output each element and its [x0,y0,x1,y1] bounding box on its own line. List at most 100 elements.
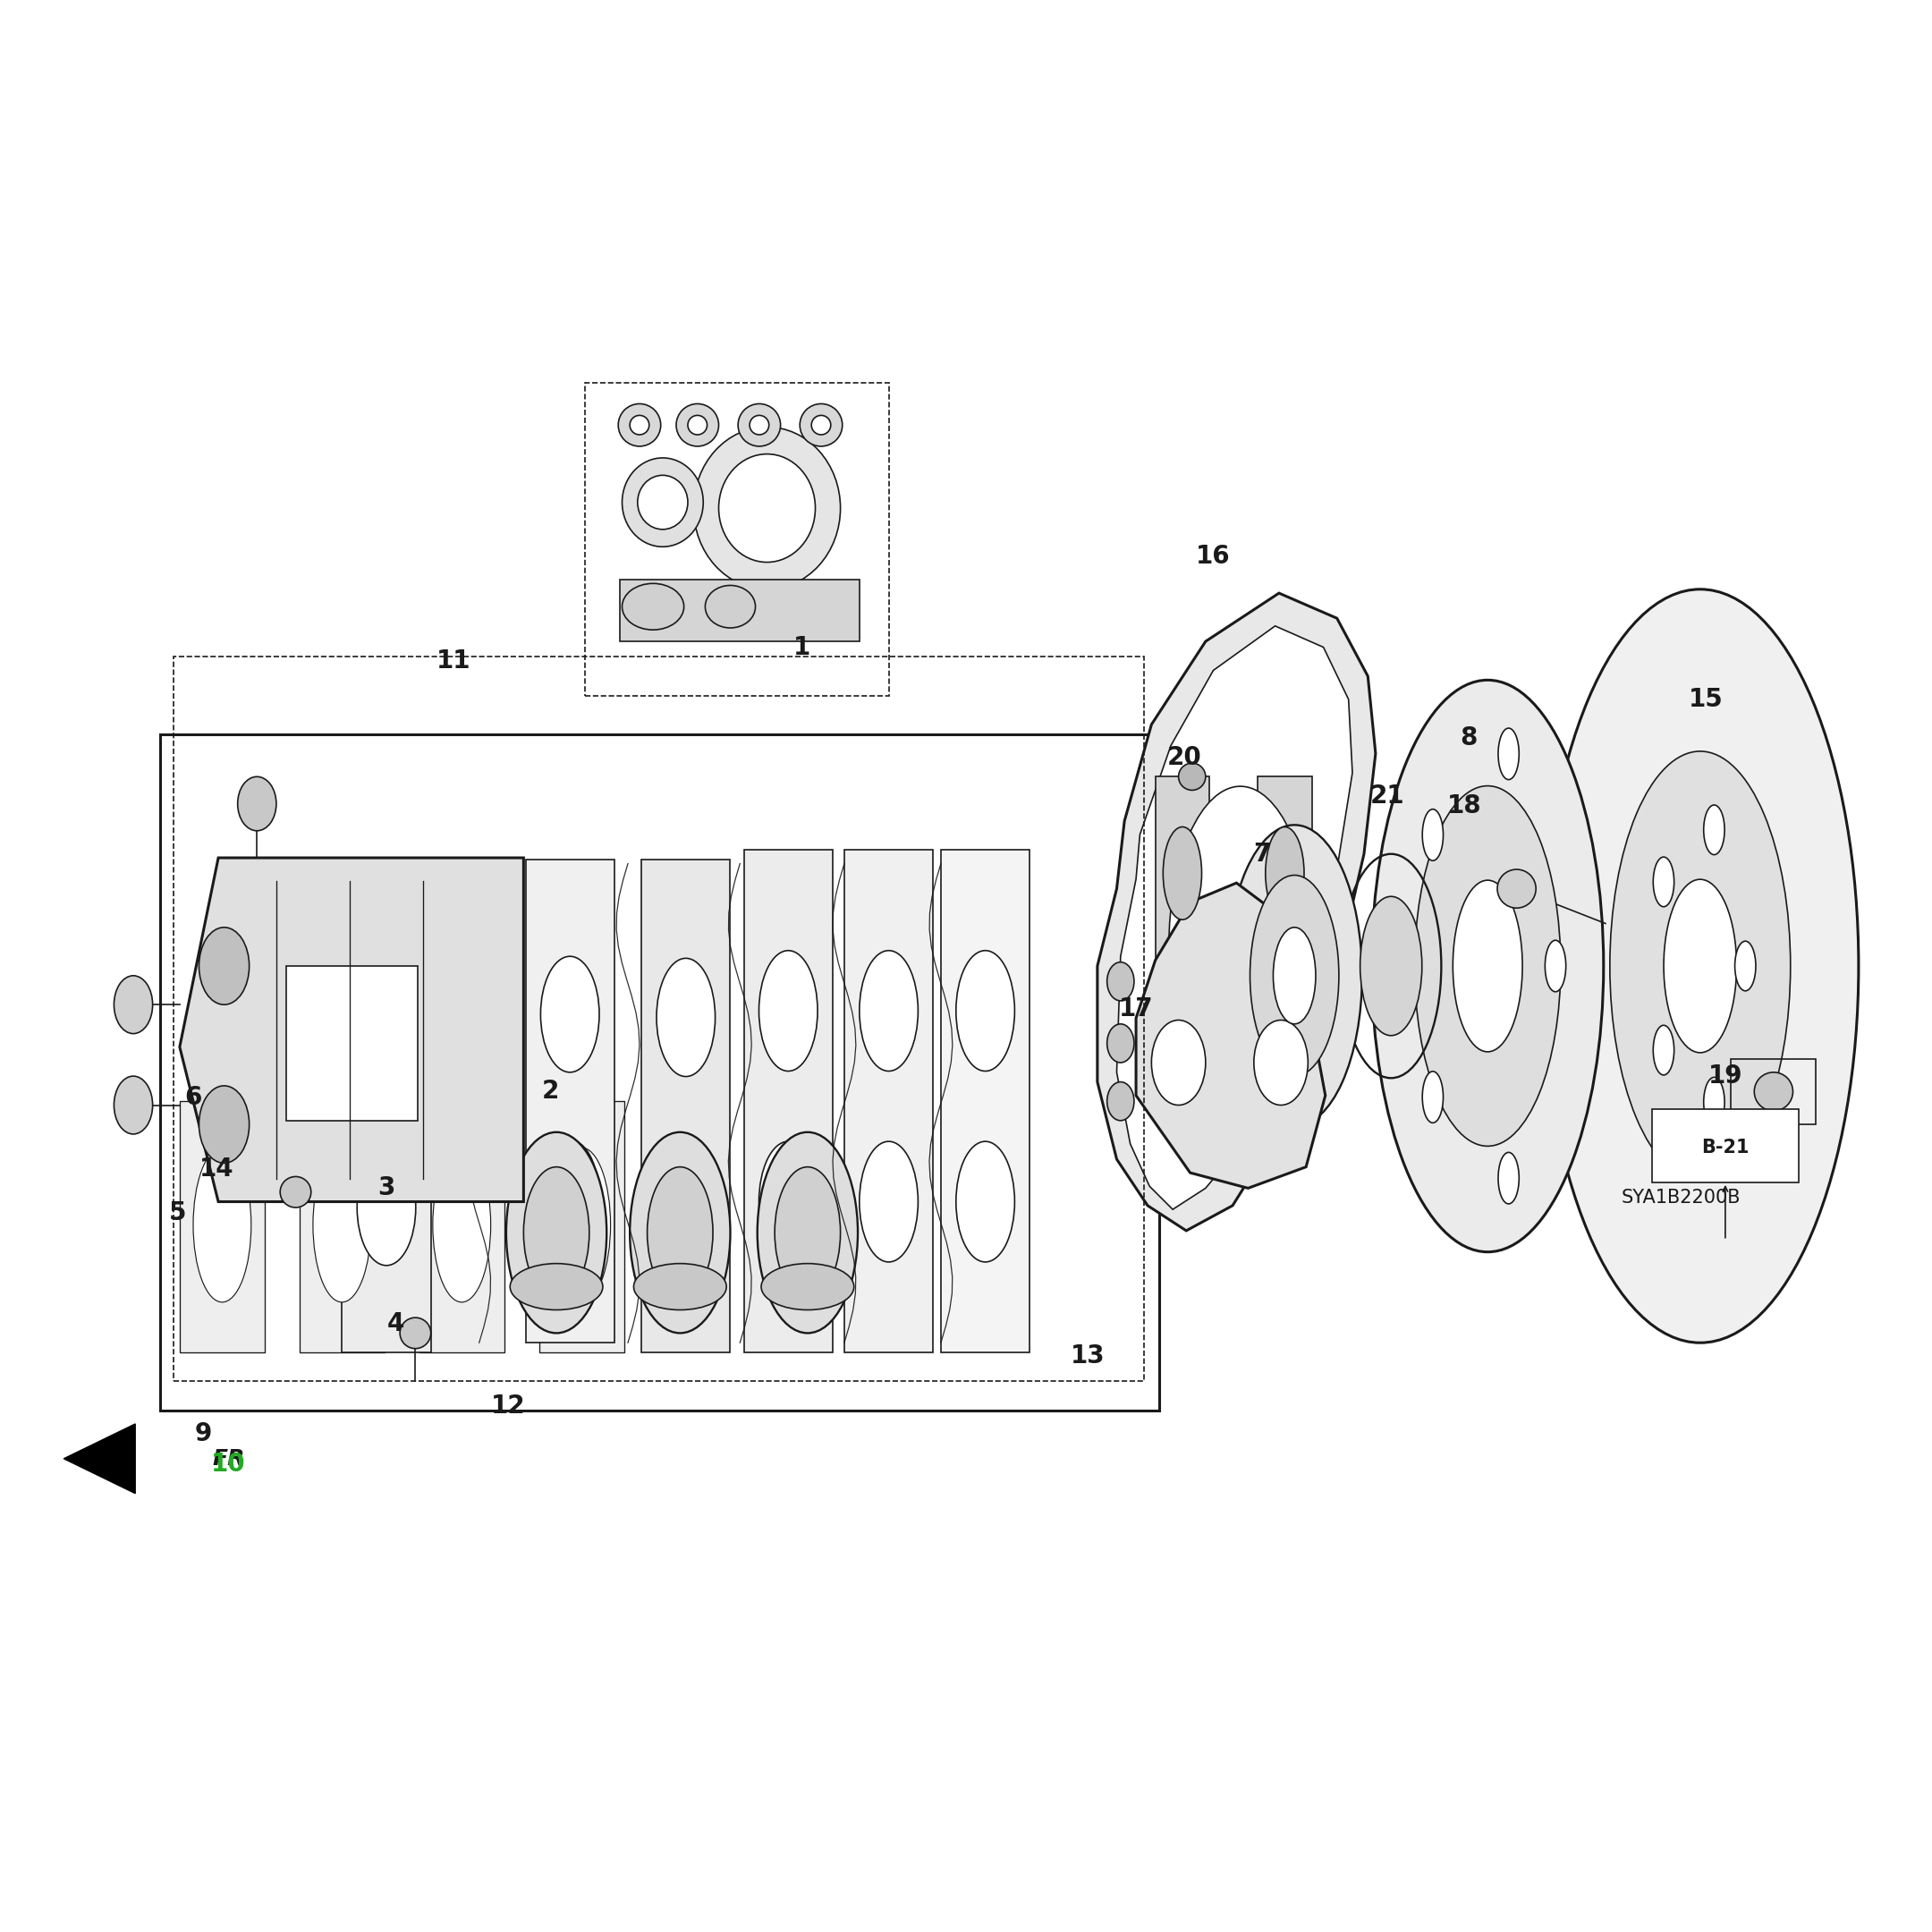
Text: FR: FR [213,1447,245,1470]
Ellipse shape [761,1264,854,1310]
Polygon shape [1117,626,1352,1209]
Polygon shape [641,860,730,1352]
Ellipse shape [1654,1026,1675,1074]
Ellipse shape [1360,896,1422,1036]
Ellipse shape [1179,763,1206,790]
Ellipse shape [1735,941,1756,991]
Ellipse shape [313,1148,371,1302]
Ellipse shape [1254,1020,1308,1105]
Ellipse shape [1107,962,1134,1001]
Ellipse shape [688,415,707,435]
Ellipse shape [400,1318,431,1349]
Polygon shape [299,1101,384,1352]
Ellipse shape [1754,1072,1793,1111]
Ellipse shape [638,475,688,529]
Text: 11: 11 [437,649,471,672]
Ellipse shape [738,404,781,446]
Polygon shape [844,850,933,1352]
Ellipse shape [1497,1151,1519,1204]
Polygon shape [1136,883,1325,1188]
Polygon shape [526,860,614,1343]
Ellipse shape [1497,869,1536,908]
Text: 2: 2 [543,1080,558,1103]
Text: 17: 17 [1119,997,1153,1020]
Text: 7: 7 [1254,842,1269,866]
Text: 21: 21 [1370,784,1405,808]
Ellipse shape [541,1140,599,1256]
Ellipse shape [618,404,661,446]
Ellipse shape [357,966,415,1082]
Ellipse shape [193,1148,251,1302]
Ellipse shape [1654,858,1675,906]
Ellipse shape [1169,786,1312,1107]
Ellipse shape [694,427,840,589]
Polygon shape [342,869,431,1352]
Ellipse shape [757,1132,858,1333]
Text: 16: 16 [1196,545,1231,568]
Ellipse shape [811,415,831,435]
Text: 20: 20 [1167,746,1202,769]
Ellipse shape [634,1264,726,1310]
Ellipse shape [553,1148,611,1302]
Ellipse shape [630,1132,730,1333]
Ellipse shape [114,976,153,1034]
Polygon shape [539,1101,624,1352]
Ellipse shape [719,454,815,562]
Bar [1652,1109,1799,1182]
Text: 9: 9 [195,1422,211,1445]
Polygon shape [64,1424,135,1493]
Ellipse shape [199,1086,249,1163]
Text: 13: 13 [1070,1345,1105,1368]
Ellipse shape [524,1167,589,1298]
Ellipse shape [657,1146,715,1264]
Ellipse shape [1163,827,1202,920]
Polygon shape [419,1101,504,1352]
Ellipse shape [1497,728,1519,781]
Ellipse shape [705,585,755,628]
Ellipse shape [1107,1024,1134,1063]
Ellipse shape [1609,752,1791,1180]
Ellipse shape [1273,927,1316,1024]
Ellipse shape [1542,589,1859,1343]
Polygon shape [1097,593,1376,1231]
Ellipse shape [956,951,1014,1070]
Ellipse shape [1265,827,1304,920]
Ellipse shape [1422,1072,1443,1122]
Ellipse shape [956,1142,1014,1262]
Ellipse shape [860,1142,918,1262]
Ellipse shape [510,1264,603,1310]
Ellipse shape [433,1148,491,1302]
Ellipse shape [1151,1020,1206,1105]
Ellipse shape [630,415,649,435]
Polygon shape [1258,777,1312,993]
Ellipse shape [238,777,276,831]
Polygon shape [180,1101,265,1352]
Ellipse shape [1250,875,1339,1076]
Ellipse shape [800,404,842,446]
Bar [174,657,1144,1381]
Ellipse shape [750,415,769,435]
Ellipse shape [1453,881,1522,1051]
Text: 1: 1 [794,636,810,659]
Text: B-21: B-21 [1702,1138,1748,1157]
Ellipse shape [775,1167,840,1298]
Text: 18: 18 [1447,794,1482,817]
Ellipse shape [280,1177,311,1208]
Text: 5: 5 [168,1202,187,1225]
Text: 10: 10 [211,1453,245,1476]
Text: 12: 12 [491,1395,526,1418]
Ellipse shape [647,1167,713,1298]
Polygon shape [1155,777,1209,993]
Ellipse shape [1414,786,1561,1146]
Ellipse shape [1227,825,1362,1126]
Bar [1731,1059,1816,1124]
Ellipse shape [759,1142,817,1262]
Ellipse shape [1704,1078,1725,1126]
Text: SYA1B2200B: SYA1B2200B [1621,1188,1741,1208]
Polygon shape [941,850,1030,1352]
Ellipse shape [622,458,703,547]
Polygon shape [620,580,860,641]
Ellipse shape [541,956,599,1072]
Ellipse shape [1546,941,1567,991]
Ellipse shape [199,927,249,1005]
